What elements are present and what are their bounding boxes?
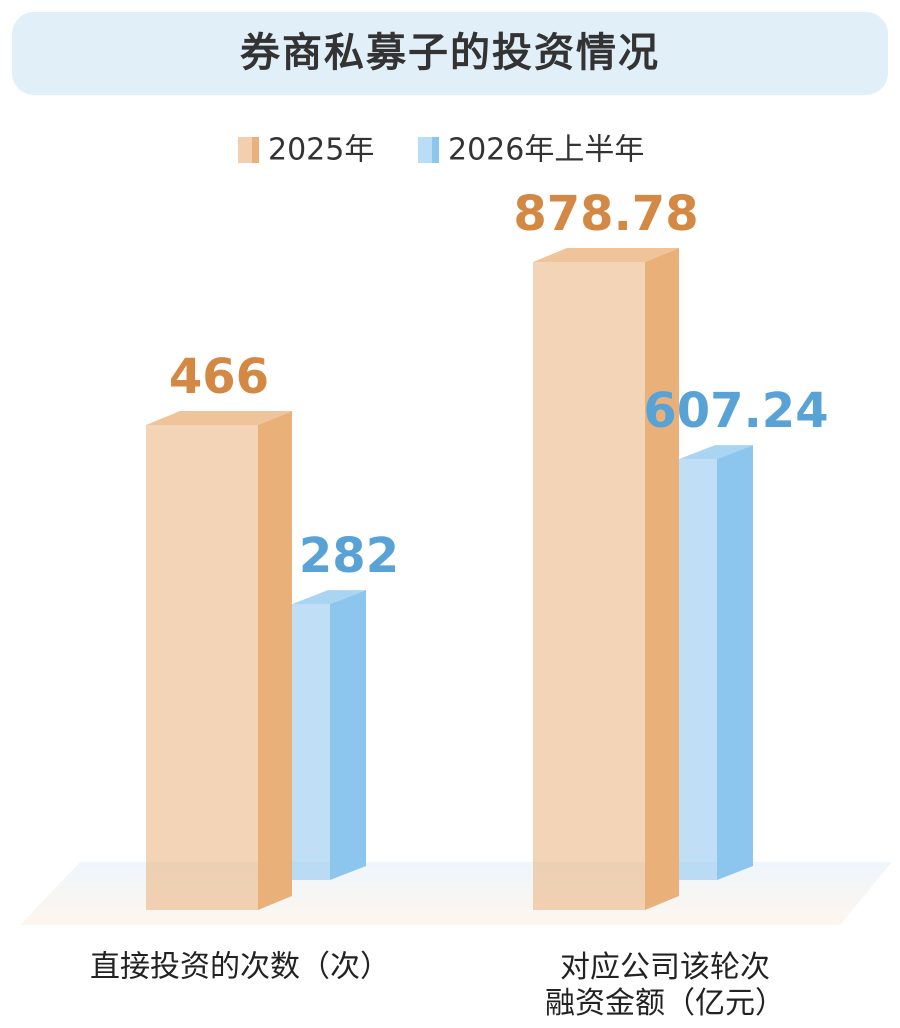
category-label: 直接投资的次数（次）: [90, 950, 390, 985]
bar-front: [292, 604, 330, 880]
bar-side: [258, 411, 292, 910]
bar-side: [645, 248, 679, 910]
bar-top: [679, 445, 753, 460]
bars: 466 282 直接投资的次数（次） 878.78 607.24 对应公司该轮次融资金额（…: [90, 186, 829, 1021]
legend-label: 2025年: [268, 133, 374, 168]
bar: [292, 590, 366, 880]
bar-side: [330, 590, 366, 880]
legend-swatch: [238, 137, 252, 163]
legend: 2025年 2026年上半年: [238, 133, 644, 168]
bar-front: [533, 262, 645, 910]
category-line: 融资金额（亿元）: [545, 986, 785, 1021]
chart-title: 券商私募子的投资情况: [240, 30, 660, 76]
bar-top: [292, 590, 366, 605]
value-label: 878.78: [513, 186, 698, 242]
legend-swatch-side: [252, 137, 259, 163]
bar: [146, 411, 292, 910]
category-line: 对应公司该轮次: [560, 950, 770, 985]
bar-top: [533, 248, 679, 262]
legend-swatch: [418, 137, 432, 163]
legend-swatch-side: [432, 137, 439, 163]
bar-front: [679, 459, 717, 880]
bar-side: [717, 445, 753, 880]
bar: [533, 248, 679, 910]
legend-label: 2026年上半年: [448, 133, 644, 168]
value-label: 607.24: [643, 383, 828, 439]
value-label: 466: [169, 349, 269, 405]
value-label: 282: [299, 528, 399, 584]
bar: [679, 445, 753, 880]
category-label: 对应公司该轮次融资金额（亿元）: [545, 950, 785, 1021]
bar-top: [146, 411, 292, 425]
title-banner: [12, 12, 888, 95]
bar-front: [146, 425, 258, 910]
